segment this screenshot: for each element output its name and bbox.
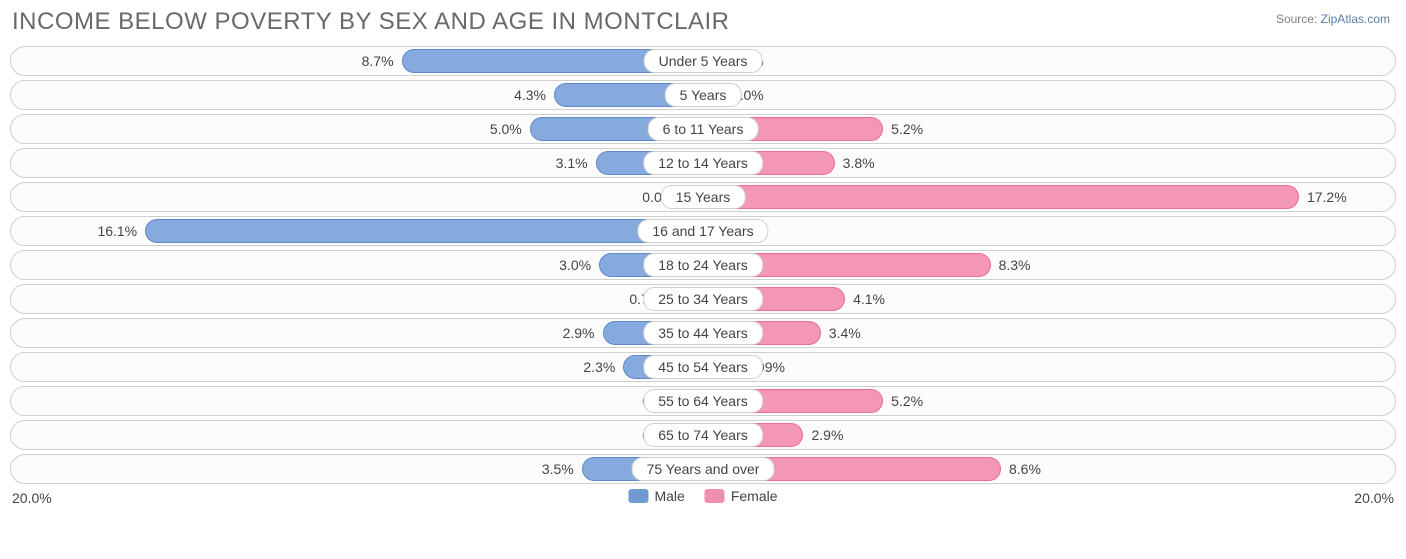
half-female: 2.9% [703,420,1396,450]
half-female: 3.8% [703,148,1396,178]
female-bar [703,185,1299,209]
half-male: 0.75% [10,284,703,314]
half-male: 5.0% [10,114,703,144]
female-value-label: 8.3% [991,250,1031,280]
source-name: ZipAtlas.com [1321,12,1390,26]
source-label: Source: [1276,12,1321,26]
female-value-label: 8.6% [1001,454,1041,484]
female-value-label: 4.1% [845,284,885,314]
half-female: 3.4% [703,318,1396,348]
half-female: 0.99% [703,352,1396,382]
female-value-label: 5.2% [883,114,923,144]
legend: Male Female [628,488,777,504]
chart-area: 8.7%0.0%Under 5 Years4.3%0.0%5 Years5.0%… [0,40,1406,484]
half-male: 3.5% [10,454,703,484]
axis-left-label: 20.0% [12,490,52,506]
category-label: 15 Years [661,185,746,209]
chart-row: 3.0% 8.3% 18 to 24 Years [10,250,1396,280]
category-label: 65 to 74 Years [643,423,763,447]
half-male: 16.1% [10,216,703,246]
half-male: 3.1% [10,148,703,178]
half-male: 8.7% [10,46,703,76]
half-male: 2.9% [10,318,703,348]
legend-swatch-female [705,489,725,503]
male-value-label: 4.3% [514,80,554,110]
axis-right-label: 20.0% [1354,490,1394,506]
male-value-label: 16.1% [97,216,145,246]
male-value-label: 3.1% [556,148,596,178]
half-female: 8.3% [703,250,1396,280]
chart-row: 8.7% 0.0%Under 5 Years [10,46,1396,76]
chart-row: 0.0% 2.9% 65 to 74 Years [10,420,1396,450]
chart-title: INCOME BELOW POVERTY BY SEX AND AGE IN M… [12,8,730,36]
female-value-label: 5.2% [883,386,923,416]
chart-row: 2.9% 3.4% 35 to 44 Years [10,318,1396,348]
half-female: 5.2% [703,114,1396,144]
category-label: 12 to 14 Years [643,151,763,175]
chart-row: 3.1% 3.8% 12 to 14 Years [10,148,1396,178]
half-male: 2.3% [10,352,703,382]
chart-row: 5.0% 5.2% 6 to 11 Years [10,114,1396,144]
half-female: 5.2% [703,386,1396,416]
female-value-label: 2.9% [803,420,843,450]
legend-swatch-male [628,489,648,503]
legend-label-male: Male [654,488,684,504]
chart-row: 0.0% 5.2% 55 to 64 Years [10,386,1396,416]
half-female: 17.2% [703,182,1396,212]
male-value-label: 3.0% [559,250,599,280]
female-value-label: 3.8% [835,148,875,178]
male-bar [145,219,703,243]
category-label: 55 to 64 Years [643,389,763,413]
half-female: 0.0% [703,80,1396,110]
legend-item-male: Male [628,488,684,504]
male-value-label: 2.9% [563,318,603,348]
chart-row: 0.75% 4.1% 25 to 34 Years [10,284,1396,314]
female-value-label: 3.4% [821,318,861,348]
male-value-label: 3.5% [542,454,582,484]
chart-row: 2.3% 0.99%45 to 54 Years [10,352,1396,382]
half-female: 4.1% [703,284,1396,314]
category-label: 5 Years [665,83,742,107]
chart-row: 0.0% 17.2% 15 Years [10,182,1396,212]
legend-label-female: Female [731,488,778,504]
female-value-label: 17.2% [1299,182,1347,212]
half-male: 3.0% [10,250,703,280]
legend-item-female: Female [705,488,778,504]
chart-header: INCOME BELOW POVERTY BY SEX AND AGE IN M… [0,0,1406,40]
male-value-label: 8.7% [362,46,402,76]
male-value-label: 5.0% [490,114,530,144]
category-label: Under 5 Years [644,49,763,73]
chart-source: Source: ZipAtlas.com [1276,12,1390,26]
half-male: 0.0% [10,182,703,212]
category-label: 45 to 54 Years [643,355,763,379]
chart-row: 3.5% 8.6% 75 Years and over [10,454,1396,484]
chart-row: 4.3% 0.0%5 Years [10,80,1396,110]
axis-row: 20.0% Male Female 20.0% [0,488,1406,512]
half-male: 0.0% [10,420,703,450]
chart-row: 16.1% 0.0%16 and 17 Years [10,216,1396,246]
male-value-label: 2.3% [583,352,623,382]
category-label: 16 and 17 Years [637,219,768,243]
half-female: 0.0% [703,46,1396,76]
category-label: 25 to 34 Years [643,287,763,311]
half-male: 4.3% [10,80,703,110]
category-label: 35 to 44 Years [643,321,763,345]
half-female: 0.0% [703,216,1396,246]
half-female: 8.6% [703,454,1396,484]
half-male: 0.0% [10,386,703,416]
category-label: 6 to 11 Years [648,117,759,141]
category-label: 75 Years and over [632,457,775,481]
category-label: 18 to 24 Years [643,253,763,277]
